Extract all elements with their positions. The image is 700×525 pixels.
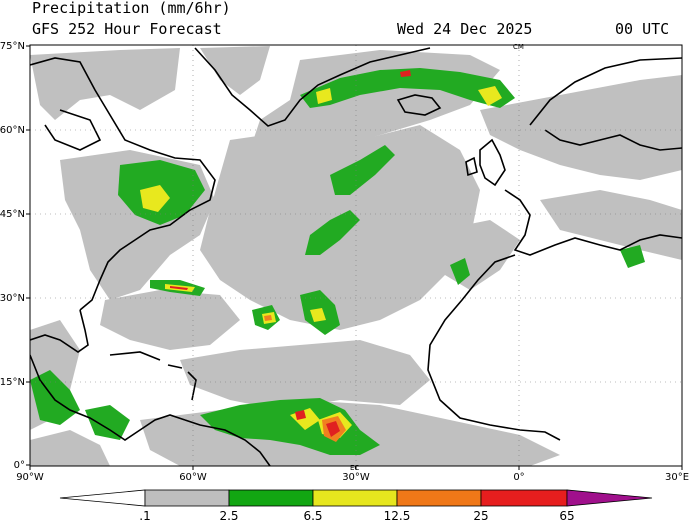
axis-ticks bbox=[26, 45, 683, 470]
colorbar-label-1: 2.5 bbox=[219, 509, 238, 523]
lat-label-30n: 30°N bbox=[0, 293, 25, 304]
lon-label-0: 0° bbox=[513, 472, 524, 483]
coastlines bbox=[30, 47, 682, 466]
colorbar-segment-grey bbox=[144, 489, 230, 507]
colorbar-segment-red bbox=[480, 489, 568, 507]
colorbar-segment-purple bbox=[566, 489, 653, 507]
colorbar-label-3: 12.5 bbox=[384, 509, 411, 523]
forecast-subtitle: GFS 252 Hour Forecast bbox=[32, 20, 222, 38]
colorbar-segment-green bbox=[228, 489, 314, 507]
graticule bbox=[30, 45, 682, 466]
lat-label-15n: 15°N bbox=[0, 377, 25, 388]
light-precip-areas bbox=[30, 46, 682, 466]
colorbar-segment-yellow bbox=[312, 489, 398, 507]
lat-label-45n: 45°N bbox=[0, 209, 25, 220]
lon-label-90w: 90°W bbox=[16, 472, 44, 483]
lat-label-75n: 75°N bbox=[0, 41, 25, 52]
valid-date: Wed 24 Dec 2025 bbox=[397, 20, 533, 38]
intense-precip-areas bbox=[170, 70, 411, 442]
map-title: Precipitation (mm/6hr) bbox=[32, 0, 231, 17]
lat-label-0: 0° bbox=[14, 460, 25, 471]
colorbar-label-0: .1 bbox=[139, 509, 150, 523]
lon-label-30e: 30°E bbox=[665, 472, 689, 483]
lon-label-30w: 30°W bbox=[342, 472, 370, 483]
mark-cm: CM bbox=[513, 43, 524, 51]
valid-utc: 00 UTC bbox=[615, 20, 670, 38]
mark-ec: EC bbox=[350, 464, 359, 472]
colorbar-label-4: 25 bbox=[473, 509, 488, 523]
colorbar-label-2: 6.5 bbox=[303, 509, 322, 523]
colorbar bbox=[59, 489, 653, 507]
colorbar-label-5: 65 bbox=[559, 509, 574, 523]
map-field bbox=[30, 45, 682, 466]
lon-label-60w: 60°W bbox=[179, 472, 207, 483]
lat-label-60n: 60°N bbox=[0, 125, 25, 136]
colorbar-segment-orange bbox=[396, 489, 482, 507]
colorbar-segment-white bbox=[59, 489, 146, 507]
